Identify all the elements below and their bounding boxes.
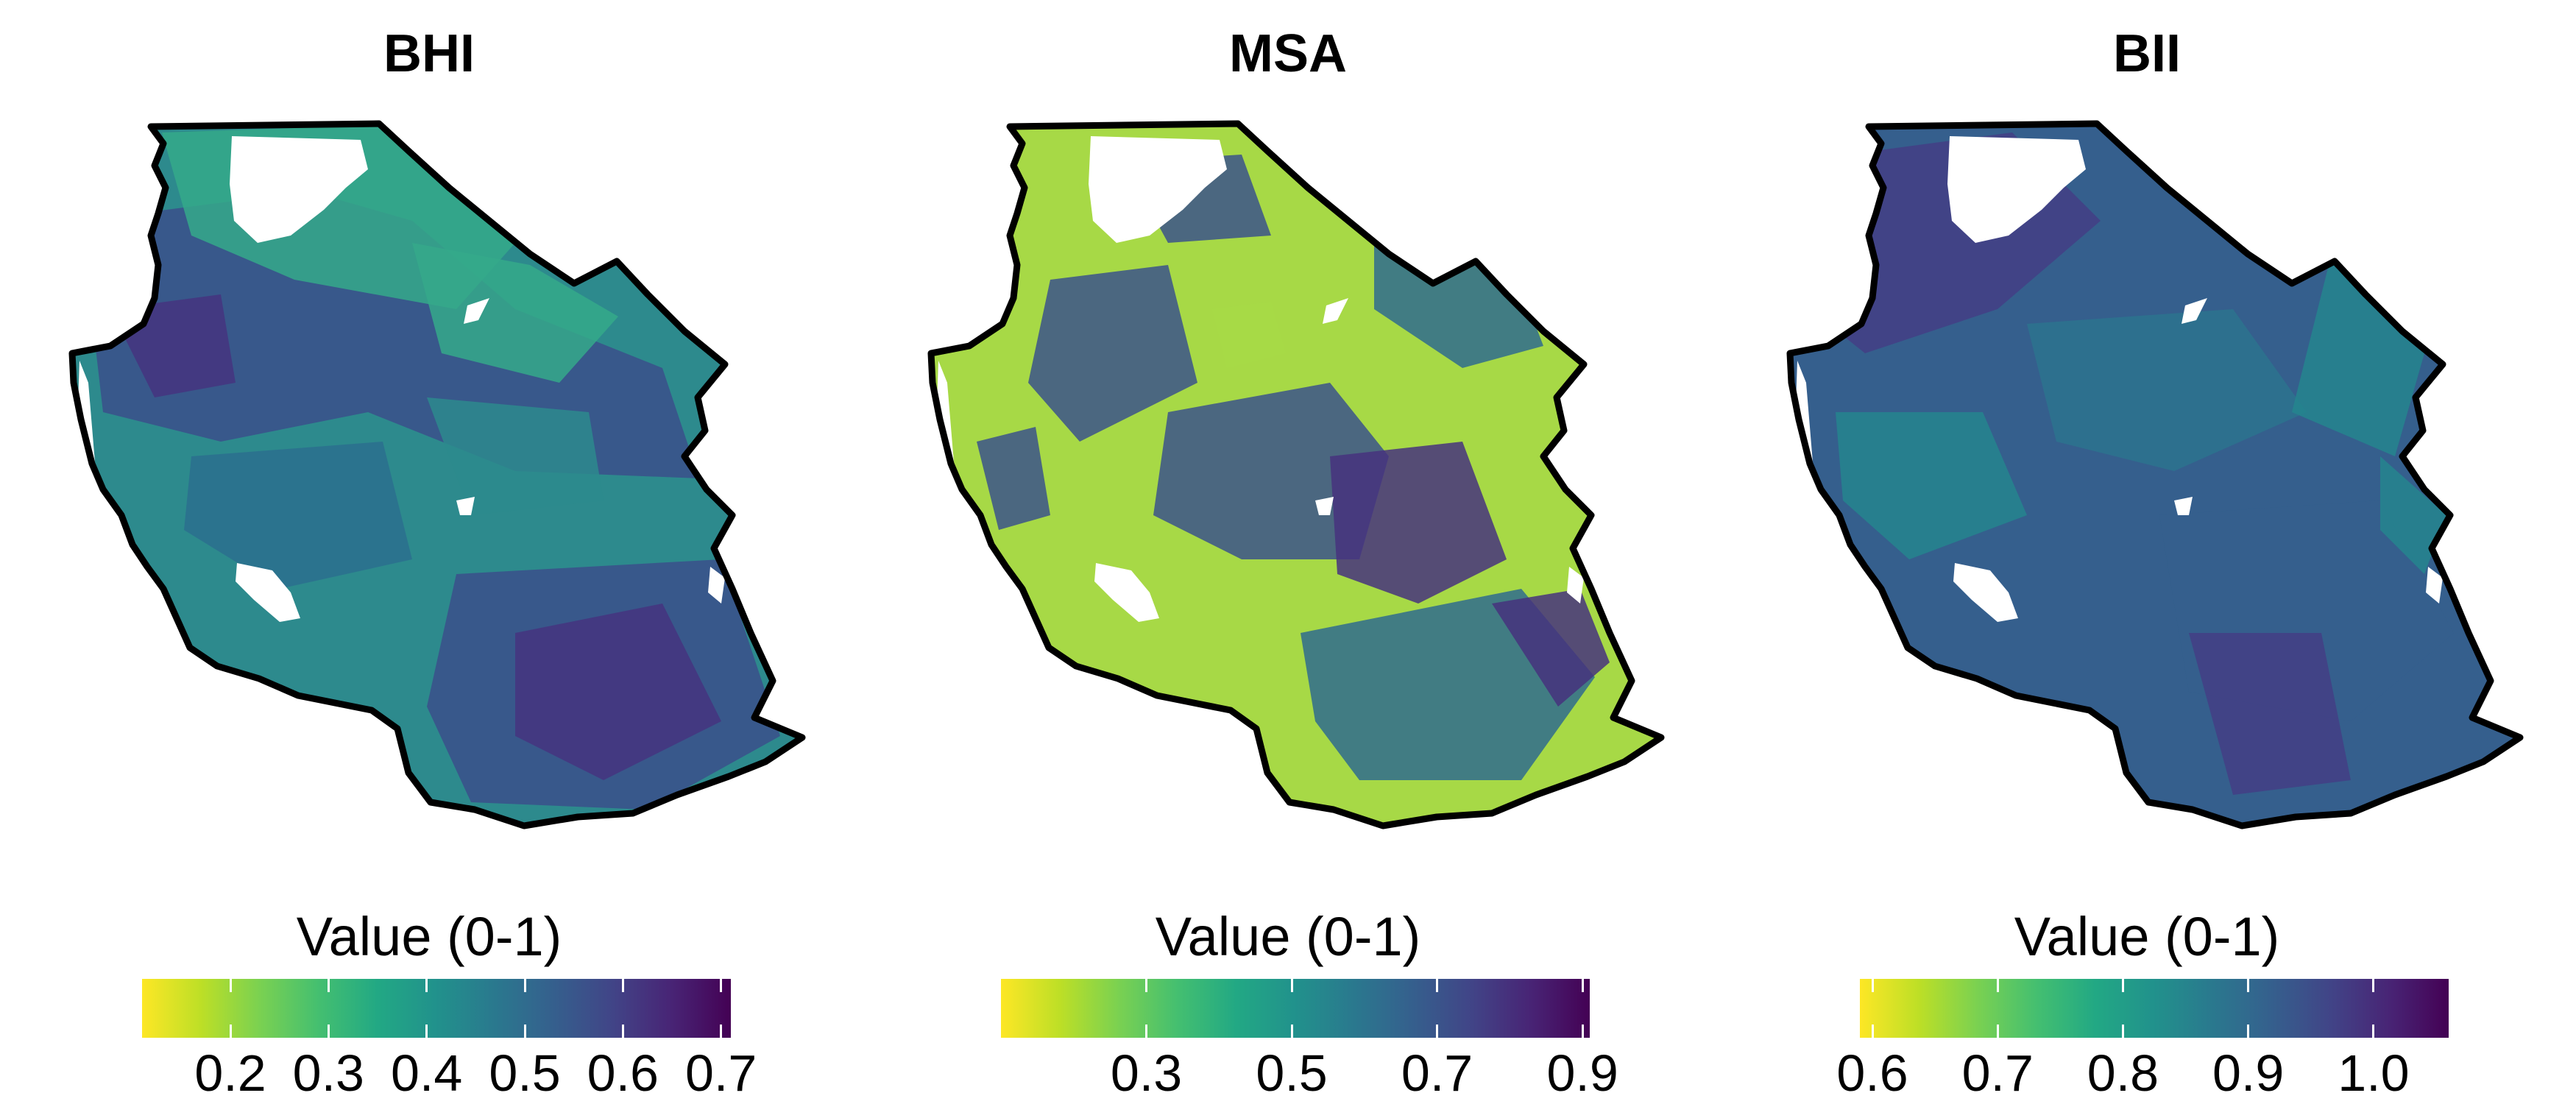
- colorbar-tick-label: 0.7: [1961, 1044, 2034, 1102]
- legend-title: Value (0-1): [296, 906, 562, 967]
- colorbar-tick-mark: [1996, 979, 1999, 992]
- colorbar-tick-mark: [621, 979, 624, 992]
- colorbar-tick-label: 0.6: [587, 1044, 659, 1102]
- no-data-patch: [1947, 136, 2086, 243]
- colorbar-tick-mark: [1581, 979, 1584, 992]
- country-outline: [1786, 120, 2524, 829]
- colorbar-tick-mark: [2247, 979, 2250, 992]
- no-data-patch: [708, 567, 725, 604]
- no-data-patch: [1953, 563, 2018, 622]
- colorbar-tick-mark: [1145, 979, 1148, 992]
- colorbar-tick-label: 0.6: [1836, 1044, 1908, 1102]
- colorbar-tick-mark: [327, 1025, 330, 1038]
- raster-layer: [1790, 124, 2520, 826]
- value-patch: [515, 604, 721, 780]
- no-data-patch: [2182, 298, 2207, 324]
- value-patch: [184, 442, 412, 589]
- colorbar-tick-mark: [229, 1025, 232, 1038]
- colorbar-tick-mark: [1581, 1025, 1584, 1038]
- value-patch: [427, 397, 604, 515]
- no-data-patch: [1094, 563, 1159, 622]
- colorbar-tick-mark: [523, 979, 526, 992]
- colorbar-tick-label: 0.7: [1401, 1044, 1473, 1102]
- raster-layer: [931, 124, 1661, 826]
- colorbar: [1001, 979, 1590, 1038]
- value-patch: [2380, 456, 2446, 574]
- raster-layer: [72, 124, 802, 826]
- colorbar-tick-mark: [523, 1025, 526, 1038]
- colorbar-tick-mark: [229, 979, 232, 992]
- colorbar-tick-mark: [621, 1025, 624, 1038]
- legend-title: Value (0-1): [1155, 906, 1421, 967]
- country-outline: [68, 120, 806, 829]
- colorbar-tick-mark: [720, 1025, 723, 1038]
- colorbar-tick-label: 0.3: [292, 1044, 364, 1102]
- colorbar-tick-mark: [327, 979, 330, 992]
- colorbar-tick-mark: [2121, 1025, 2124, 1038]
- colorbar-tick-mark: [720, 979, 723, 992]
- no-data-patch: [1315, 497, 1334, 515]
- colorbar-tick-label: 0.7: [685, 1044, 757, 1102]
- no-data-patch: [1323, 298, 1348, 324]
- panel-title: BHI: [383, 24, 475, 83]
- colorbar-tick-label: 0.3: [1110, 1044, 1183, 1102]
- colorbar-tick-mark: [1996, 1025, 1999, 1038]
- colorbar-tick-label: 0.4: [391, 1044, 463, 1102]
- colorbar-tick-mark: [1436, 1025, 1439, 1038]
- colorbar: [142, 979, 731, 1038]
- value-patch: [977, 427, 1050, 530]
- colorbar-tick-label: 0.8: [2087, 1044, 2159, 1102]
- no-data-patch: [2426, 567, 2443, 604]
- colorbar-tick-mark: [1436, 979, 1439, 992]
- colorbar-tick-mark: [2247, 1025, 2250, 1038]
- colorbar: [1860, 979, 2449, 1038]
- value-patch: [1330, 442, 1507, 604]
- colorbar-tick-mark: [425, 1025, 428, 1038]
- colorbar-tick-mark: [1871, 979, 1874, 992]
- colorbar-tick-mark: [2372, 979, 2375, 992]
- no-data-patch: [236, 563, 300, 622]
- panel-title: BII: [2112, 24, 2181, 83]
- colorbar-tick-mark: [1871, 1025, 1874, 1038]
- value-patch: [1028, 265, 1197, 442]
- colorbar-tick-label: 0.9: [2212, 1044, 2285, 1102]
- panel-title: MSA: [1229, 24, 1347, 83]
- no-data-patch: [1567, 567, 1584, 604]
- value-patch: [2189, 633, 2351, 795]
- map-panel-bhi: BHI Value (0-1) 0.2 0.3 0.4 0.5 0.6 0.7: [0, 0, 858, 1104]
- colorbar-tick-mark: [1290, 979, 1293, 992]
- colorbar-tick-label: 0.9: [1546, 1044, 1618, 1102]
- value-patch: [2027, 309, 2307, 471]
- value-patch: [412, 243, 618, 383]
- colorbar-tick-label: 1.0: [2338, 1044, 2410, 1102]
- colorbar-tick-label: 0.2: [194, 1044, 266, 1102]
- value-patch: [1836, 412, 2027, 559]
- colorbar-tick-mark: [1290, 1025, 1293, 1038]
- no-data-patch: [464, 298, 489, 324]
- map-panel-bii: BII Value (0-1) 0.6 0.7 0.8 0.9 1.0: [1718, 0, 2576, 1104]
- value-patch: [1212, 302, 1286, 368]
- no-data-patch: [1089, 136, 1227, 243]
- legend-title: Value (0-1): [2014, 906, 2280, 967]
- map-panel-msa: MSA Value (0-1) 0.3 0.5 0.7 0.9: [859, 0, 1717, 1104]
- value-patch: [1492, 589, 1610, 707]
- colorbar-tick-label: 0.5: [1256, 1044, 1328, 1102]
- colorbar-tick-label: 0.5: [489, 1044, 561, 1102]
- colorbar-tick-mark: [425, 979, 428, 992]
- value-patch: [2292, 236, 2424, 456]
- colorbar-tick-mark: [1145, 1025, 1148, 1038]
- country-map: [1786, 120, 2524, 829]
- colorbar-tick-mark: [2121, 979, 2124, 992]
- no-data-patch: [230, 136, 368, 243]
- no-data-patch: [456, 497, 475, 515]
- no-data-patch: [2174, 497, 2193, 515]
- colorbar-tick-mark: [2372, 1025, 2375, 1038]
- country-map: [68, 120, 806, 829]
- country-outline: [927, 120, 1665, 829]
- country-map: [927, 120, 1665, 829]
- value-patch: [81, 191, 699, 478]
